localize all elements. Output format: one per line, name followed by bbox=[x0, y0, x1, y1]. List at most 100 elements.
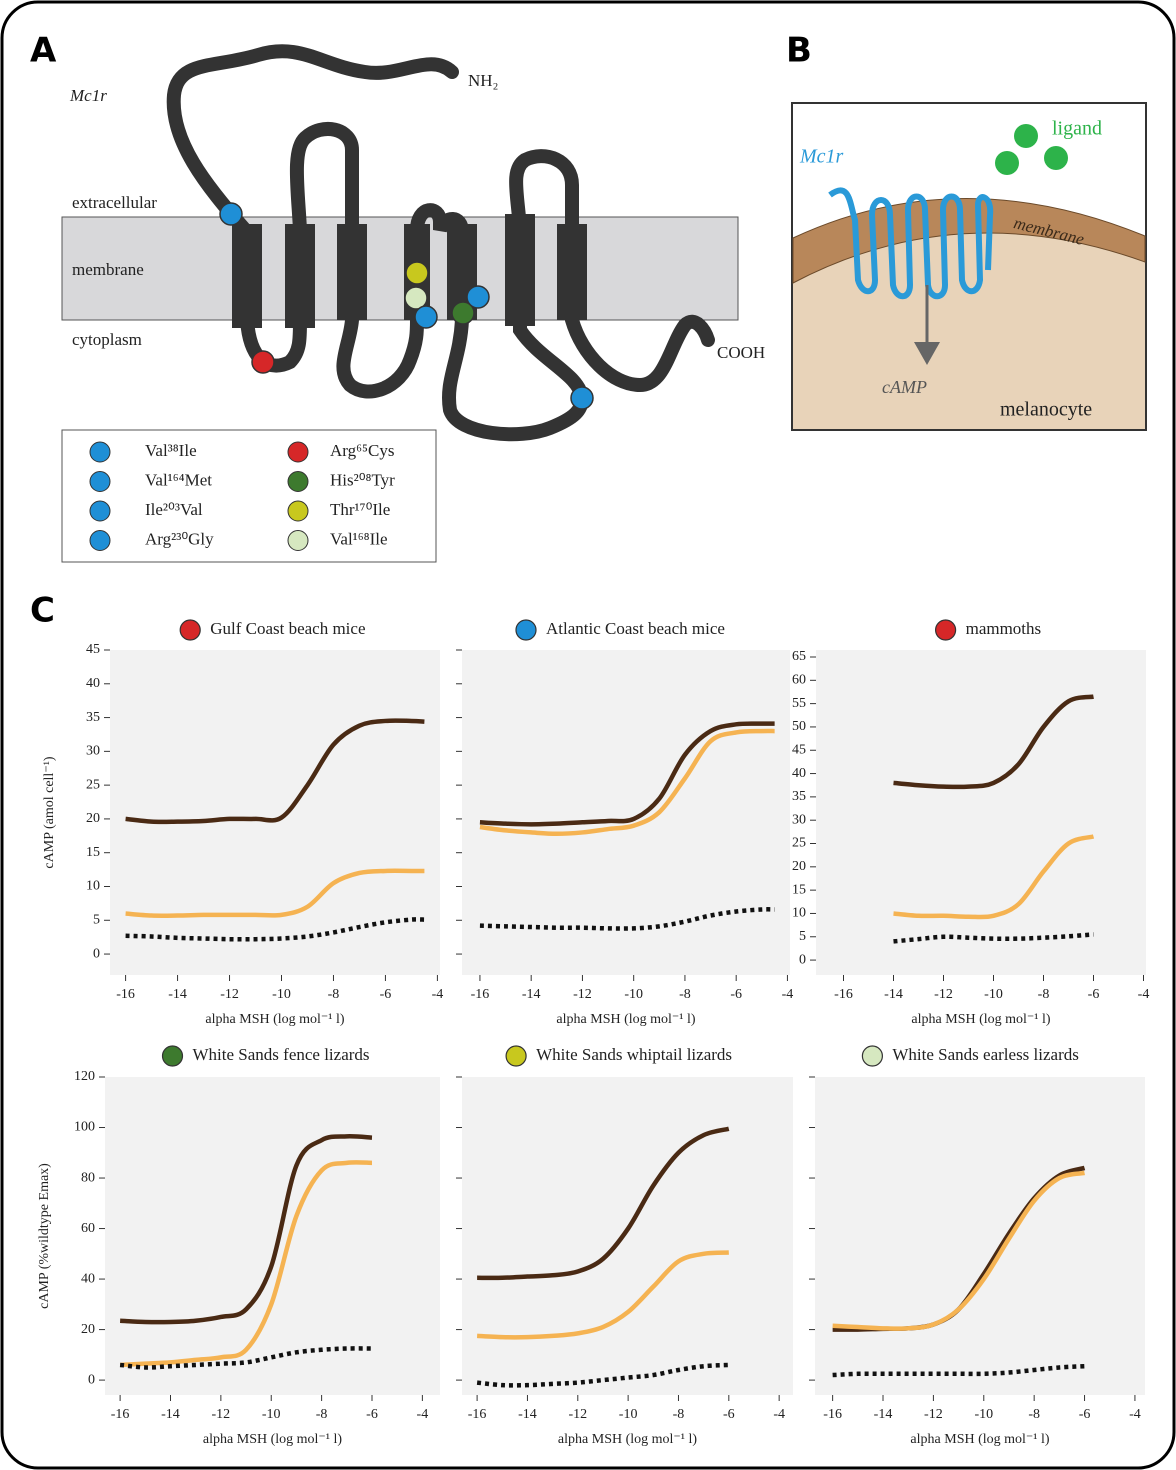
legend-label: Thr¹⁷⁰Ile bbox=[330, 500, 390, 519]
title-marker bbox=[505, 1045, 527, 1067]
y-tick-label: 0 bbox=[88, 1372, 95, 1387]
site bbox=[414, 305, 438, 329]
chart-title: mammoths bbox=[966, 619, 1042, 638]
x-tick-label: -10 bbox=[262, 1407, 281, 1422]
y-tick-label: 20 bbox=[86, 811, 100, 826]
product-label: cAMP bbox=[882, 377, 927, 397]
helix bbox=[505, 214, 535, 326]
ligand-dot bbox=[995, 151, 1019, 175]
ligand-dot bbox=[1044, 146, 1068, 170]
helix bbox=[232, 224, 262, 328]
x-tick-label: -4 bbox=[773, 1407, 785, 1422]
x-tick-label: -8 bbox=[673, 1407, 685, 1422]
y-tick-label: 15 bbox=[86, 845, 100, 860]
y-tick-label: 30 bbox=[792, 812, 806, 827]
site bbox=[405, 261, 429, 285]
cell bbox=[793, 198, 1145, 429]
n-terminus: NH₂ bbox=[468, 71, 498, 90]
x-axis-label: alpha MSH (log mol⁻¹ l) bbox=[910, 1432, 1049, 1447]
gene-label: Mc1r bbox=[69, 86, 107, 105]
region-label: membrane bbox=[72, 260, 144, 279]
series-line bbox=[125, 917, 425, 942]
legend-marker bbox=[287, 441, 309, 463]
y-tick-label: 30 bbox=[86, 744, 100, 759]
x-tick-label: -14 bbox=[884, 987, 903, 1002]
x-tick-label: -14 bbox=[522, 987, 541, 1002]
site bbox=[404, 286, 428, 310]
legend-marker bbox=[89, 441, 111, 463]
x-tick-label: -14 bbox=[518, 1407, 537, 1422]
x-tick-label: -16 bbox=[468, 1407, 487, 1422]
panel-label: C bbox=[30, 591, 55, 631]
y-tick-label: 5 bbox=[799, 929, 806, 944]
plot-background bbox=[816, 650, 1146, 975]
x-tick-label: -8 bbox=[679, 987, 691, 1002]
legend-marker bbox=[89, 500, 111, 522]
series-line bbox=[120, 1134, 373, 1325]
series-line bbox=[893, 834, 1095, 920]
y-tick-label: 5 bbox=[93, 912, 100, 927]
y-tick-label: 15 bbox=[792, 882, 806, 897]
x-tick-label: -12 bbox=[220, 987, 239, 1002]
x-tick-label: -10 bbox=[619, 1407, 638, 1422]
legend-label: Val¹⁶⁸Ile bbox=[330, 529, 388, 548]
x-tick-label: -8 bbox=[316, 1407, 328, 1422]
title-marker bbox=[179, 619, 201, 641]
x-tick-label: -4 bbox=[782, 987, 794, 1002]
series-line bbox=[125, 718, 425, 825]
helix bbox=[285, 224, 315, 328]
chart-title: White Sands earless lizards bbox=[892, 1045, 1078, 1064]
receptor bbox=[828, 187, 994, 300]
plot-background bbox=[462, 650, 790, 975]
x-tick-label: -8 bbox=[1038, 987, 1050, 1002]
site bbox=[570, 386, 594, 410]
title-marker bbox=[515, 619, 537, 641]
x-tick-label: -12 bbox=[573, 987, 592, 1002]
site bbox=[251, 350, 275, 374]
y-tick-label: 40 bbox=[81, 1271, 95, 1286]
legend-marker bbox=[287, 471, 309, 492]
series-line bbox=[125, 868, 425, 918]
y-tick-label: 45 bbox=[792, 742, 806, 757]
x-tick-label: -6 bbox=[723, 1407, 735, 1422]
x-tick-label: -4 bbox=[1129, 1407, 1141, 1422]
legend-marker bbox=[287, 530, 309, 551]
x-axis-label: alpha MSH (log mol⁻¹ l) bbox=[203, 1432, 342, 1447]
x-tick-label: -16 bbox=[111, 1407, 130, 1422]
y-tick-label: 20 bbox=[792, 859, 806, 874]
series-line bbox=[479, 907, 775, 931]
x-tick-label: -4 bbox=[417, 1407, 429, 1422]
x-axis-label: alpha MSH (log mol⁻¹ l) bbox=[205, 1012, 344, 1027]
y-tick-label: 65 bbox=[792, 649, 806, 664]
legend-marker bbox=[287, 500, 309, 522]
y-tick-label: 55 bbox=[792, 696, 806, 711]
site bbox=[451, 301, 475, 325]
gene-label: Mc1r bbox=[799, 146, 844, 168]
y-tick-label: 20 bbox=[81, 1322, 95, 1337]
y-tick-label: 25 bbox=[86, 777, 100, 792]
x-tick-label: -16 bbox=[471, 987, 490, 1002]
region-label: extracellular bbox=[72, 193, 157, 212]
y-axis-label: cAMP (%wildtype Emax) bbox=[37, 1163, 52, 1309]
x-tick-label: -6 bbox=[730, 987, 742, 1002]
y-tick-label: 60 bbox=[81, 1221, 95, 1236]
series-line bbox=[893, 694, 1094, 790]
x-tick-label: -6 bbox=[380, 987, 392, 1002]
y-tick-label: 0 bbox=[93, 946, 100, 961]
x-tick-label: -10 bbox=[624, 987, 643, 1002]
arrow-head bbox=[914, 342, 940, 365]
y-tick-label: 10 bbox=[792, 906, 806, 921]
x-tick-label: -8 bbox=[328, 987, 340, 1002]
x-tick-label: -6 bbox=[1088, 987, 1100, 1002]
x-tick-label: -10 bbox=[272, 987, 291, 1002]
site bbox=[466, 285, 490, 309]
x-tick-label: -4 bbox=[1138, 987, 1150, 1002]
x-tick-label: -6 bbox=[366, 1407, 378, 1422]
y-tick-label: 100 bbox=[74, 1120, 95, 1135]
series-line bbox=[832, 1363, 1085, 1378]
x-tick-label: -10 bbox=[974, 1407, 993, 1422]
x-tick-label: -8 bbox=[1028, 1407, 1040, 1422]
y-tick-label: 25 bbox=[792, 836, 806, 851]
y-tick-label: 35 bbox=[86, 710, 100, 725]
